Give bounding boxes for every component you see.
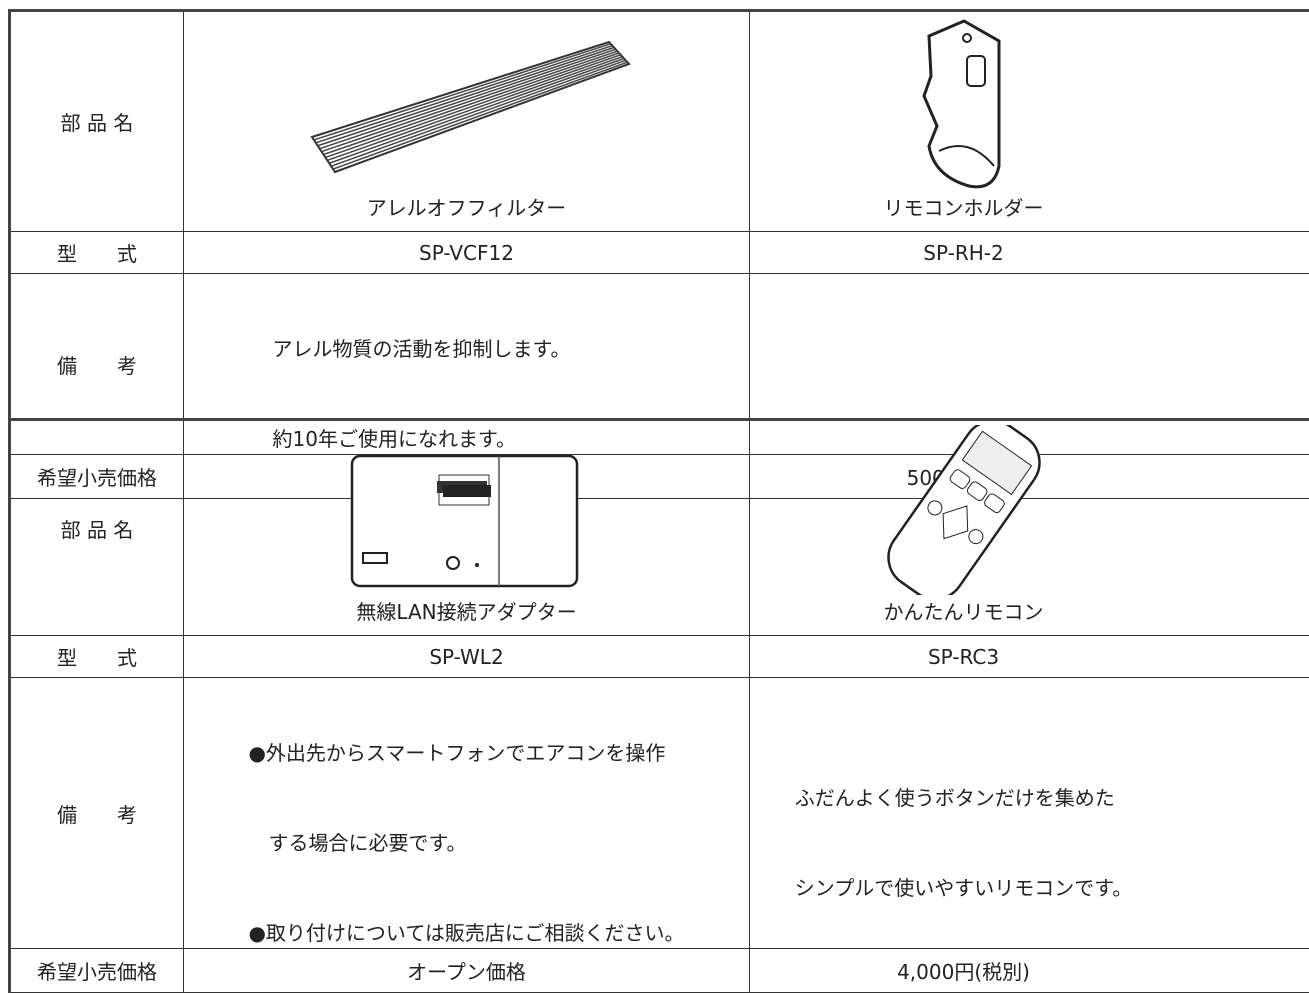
product-name: かんたんリモコン [884, 596, 1044, 625]
row-label: 型 式 [10, 232, 184, 274]
filter-pleat [315, 46, 612, 143]
filter-pleat [329, 59, 624, 164]
product-cell: リモコンホルダー [750, 11, 1309, 232]
product-name: 無線LAN接続アダプター [356, 596, 576, 625]
note-line: ●取り付けについては販売店にご相談ください。 [248, 918, 684, 948]
filter-pleat [319, 49, 615, 148]
note-line: アレル物質の活動を抑制します。 [273, 334, 571, 364]
price: オープン価格 [184, 949, 750, 993]
notes-cell: ふだんよく使うボタンだけを集めた シンプルで使いやすいリモコンです。 [750, 678, 1309, 949]
filter-pleat [317, 48, 613, 146]
product-cell: アレルオフフィルター [184, 11, 750, 232]
price: 4,000円(税別) [750, 949, 1309, 993]
holder-image [909, 16, 1019, 192]
row-label: 部 品 名 [10, 11, 184, 232]
adapter-image [349, 453, 584, 593]
filter-pleat [327, 57, 622, 161]
model: SP-VCF12 [184, 232, 750, 274]
body: 部 品 名 アレルオフフィルター リモコンホルダー 型 式 SP-VCF12 S… [0, 0, 1309, 841]
row-label: 型 式 [10, 636, 184, 678]
note-line: ふだんよく使うボタンだけを集めた [795, 783, 1132, 813]
row-label: 部 品 名 [10, 420, 184, 636]
note-line: ●外出先からスマートフォンでエアコンを操作 [248, 738, 684, 768]
note-line: する場合に必要です。 [248, 828, 684, 858]
product-cell: 無線LAN接続アダプター [184, 420, 750, 636]
remote-image [879, 425, 1049, 595]
model: SP-RC3 [750, 636, 1309, 678]
parts-table: 部 品 名 無線LAN接続アダプター [8, 418, 1309, 993]
product-name: リモコンホルダー [884, 192, 1044, 221]
filter-pleat [331, 60, 625, 166]
note-line: シンプルで使いやすいリモコンです。 [795, 873, 1132, 903]
model: SP-RH-2 [750, 232, 1309, 274]
page: {"tables": [ {"labels": ["部 品 名", "型 式",… [0, 0, 1309, 841]
product-cell: かんたんリモコン [750, 420, 1309, 636]
filter-pleat [325, 55, 620, 158]
filter-pleat [323, 53, 619, 155]
row-label: 備 考 [10, 678, 184, 949]
row-label: 希望小売価格 [10, 949, 184, 993]
filter-pleat [321, 51, 617, 151]
notes-cell: ●外出先からスマートフォンでエアコンを操作 する場合に必要です。 ●取り付けにつ… [184, 678, 750, 949]
model: SP-WL2 [184, 636, 750, 678]
product-name: アレルオフフィルター [367, 192, 567, 221]
filter-image [297, 32, 637, 182]
